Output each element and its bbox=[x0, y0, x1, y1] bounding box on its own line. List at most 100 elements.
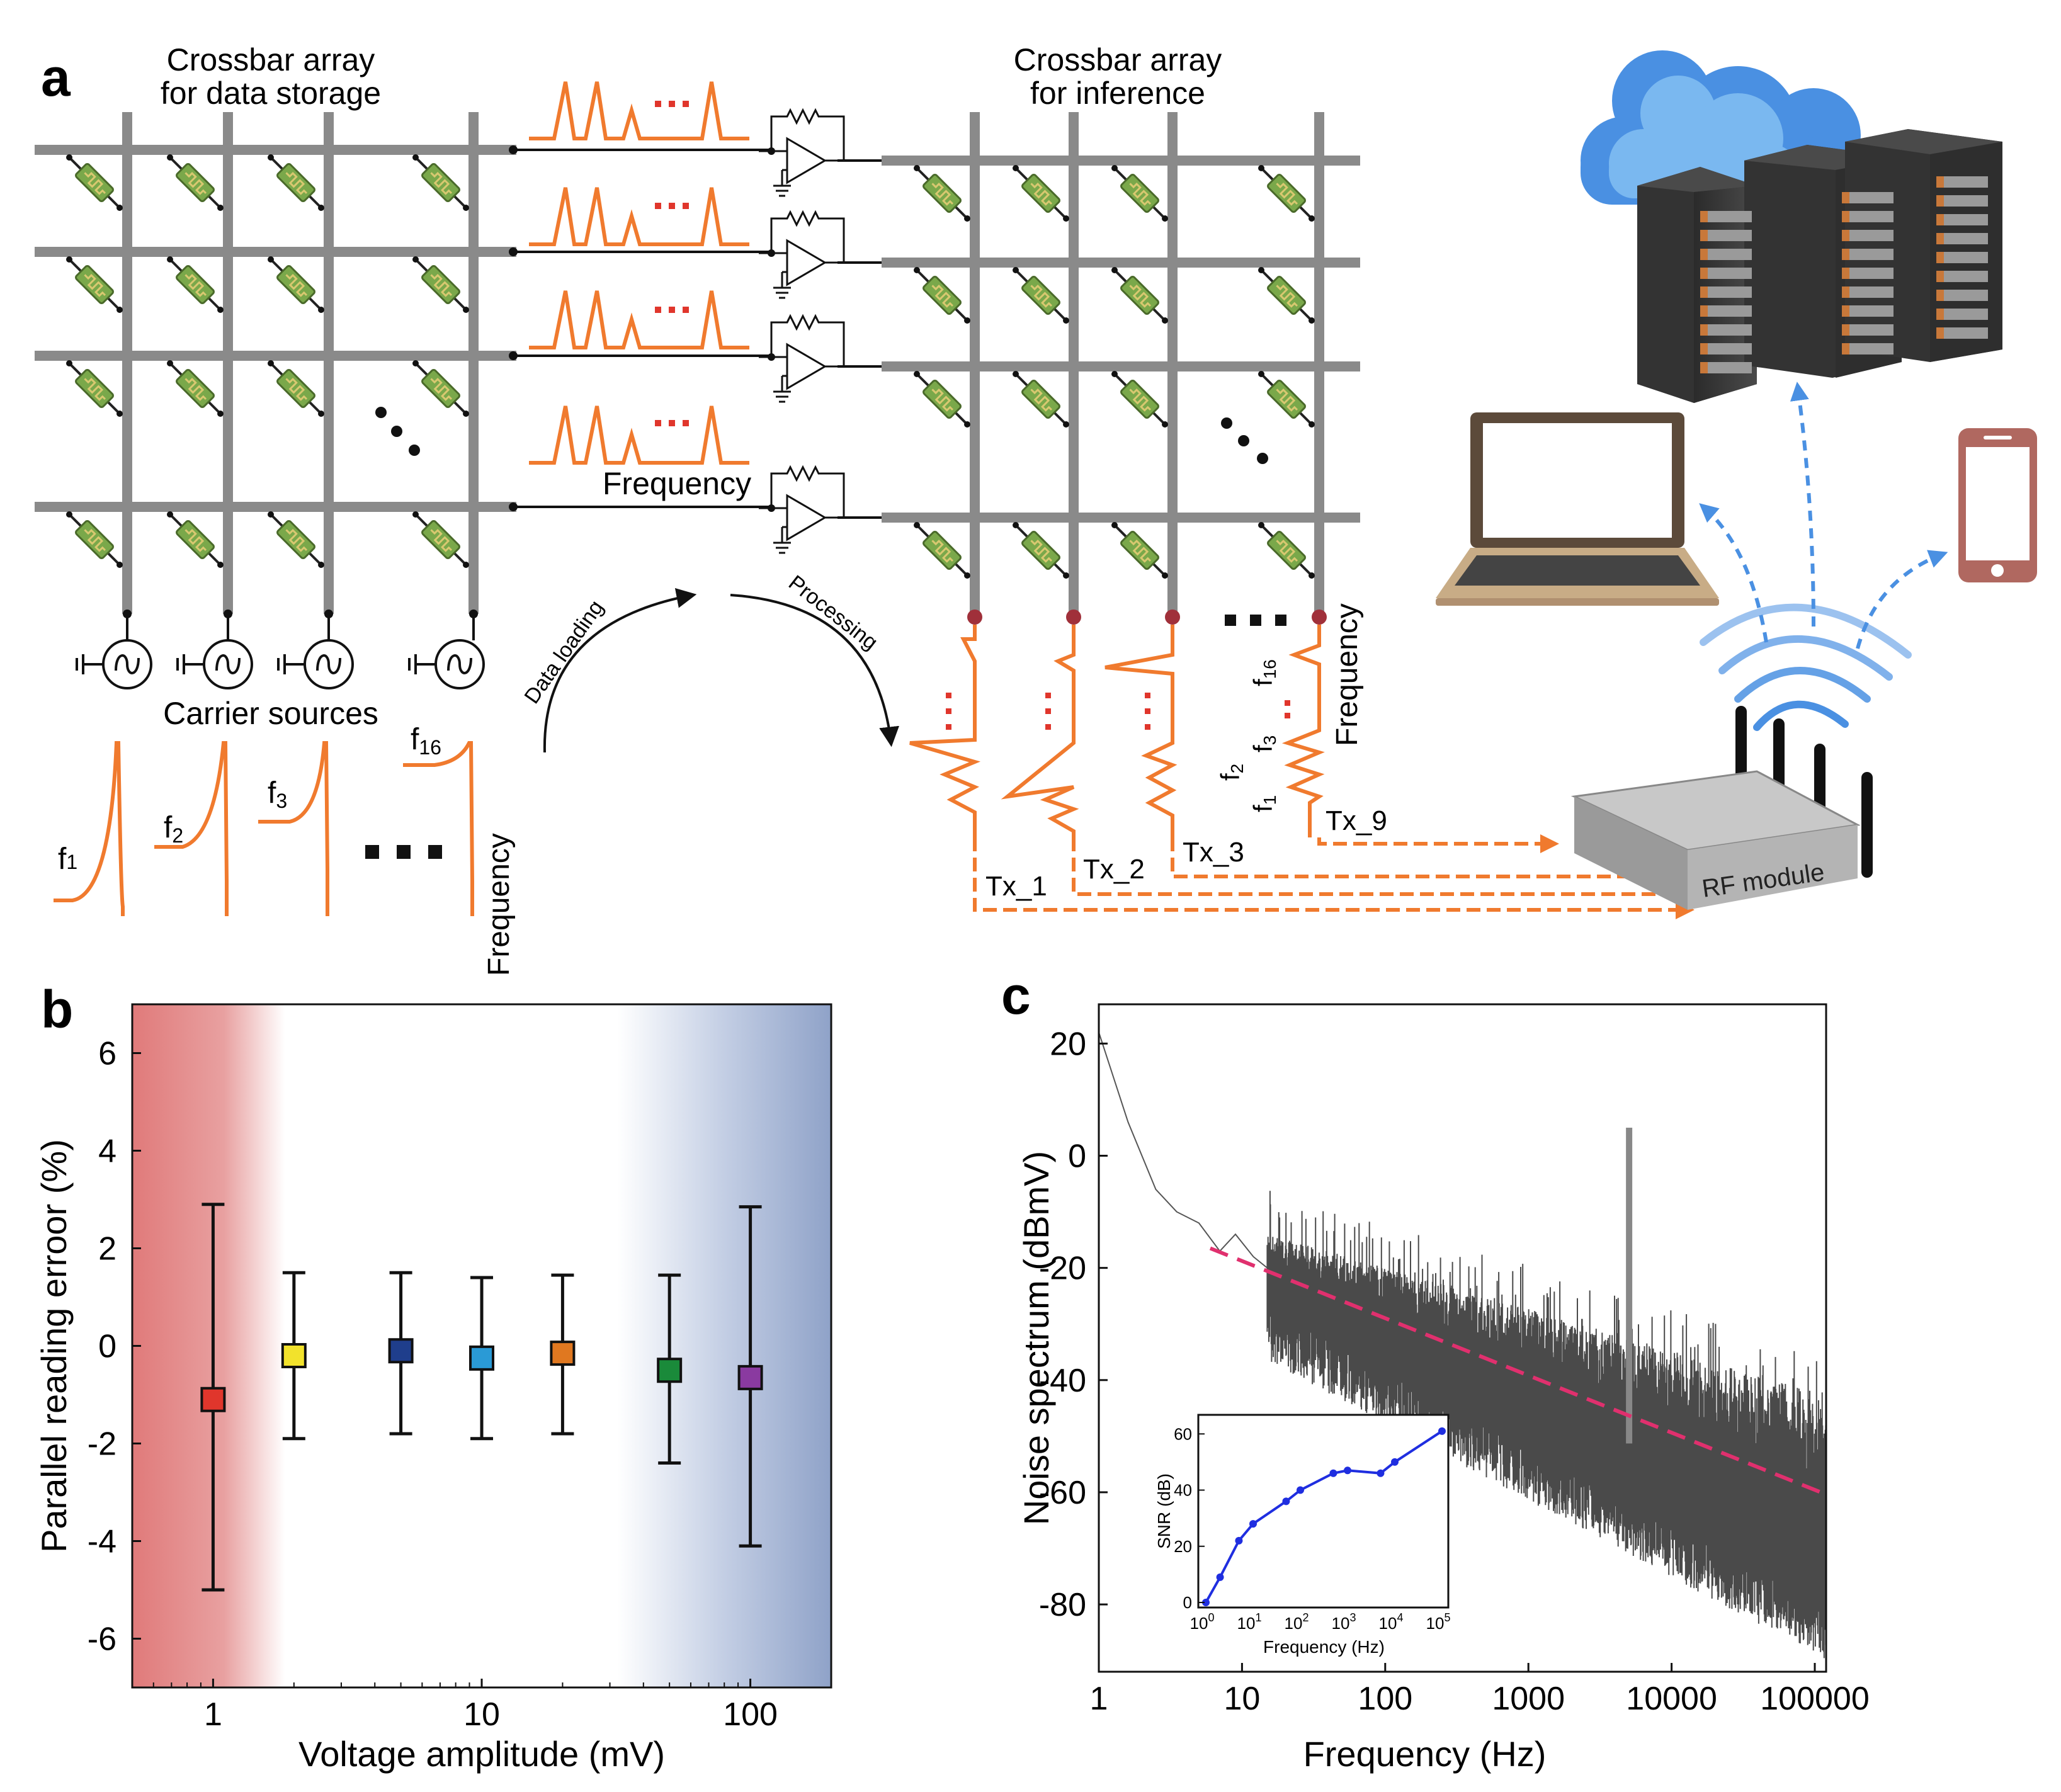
memristor-1-2 bbox=[266, 255, 326, 314]
memristor-inf-3-2 bbox=[1110, 521, 1169, 580]
inference-title-line2: for inference bbox=[1030, 76, 1205, 111]
rack-slot-2-6 bbox=[1936, 290, 1988, 301]
x-tick-label: 1 bbox=[1090, 1681, 1108, 1717]
panel-c: c 1 10 100 1000 10000 100000200-20-40-60-80Fr… bbox=[1001, 966, 1870, 1774]
x-tick-label: 10000 bbox=[1626, 1681, 1717, 1717]
snr-point bbox=[1202, 1599, 1210, 1606]
x-tick-label: 10 bbox=[463, 1696, 500, 1733]
inset-y-title: SNR (dB) bbox=[1154, 1473, 1174, 1549]
rack-slot-0-3 bbox=[1700, 268, 1752, 279]
rack-led-0-4 bbox=[1700, 286, 1708, 298]
tick-exp: 4 bbox=[1397, 1611, 1403, 1624]
snr-point bbox=[1297, 1486, 1304, 1494]
tick-base: 10 bbox=[1332, 1614, 1350, 1633]
rack-led-1-6 bbox=[1842, 305, 1849, 317]
memristor-3-0 bbox=[65, 510, 124, 569]
rack-led-2-4 bbox=[1936, 252, 1944, 263]
rack-led-1-2 bbox=[1842, 230, 1849, 241]
data-point bbox=[388, 1338, 414, 1364]
memristor-inf-2-0 bbox=[912, 370, 972, 429]
column-frequency-axis: Frequency bbox=[1331, 603, 1364, 746]
spec-f16-sub: 16 bbox=[1260, 659, 1280, 679]
x-tick-label: 100 bbox=[723, 1696, 778, 1733]
rack-slot-1-0 bbox=[1842, 192, 1894, 203]
spec-f2-name: f bbox=[1215, 773, 1245, 781]
row-frequency-label: Frequency bbox=[603, 466, 751, 501]
y-tick-label: 0 bbox=[1068, 1138, 1086, 1175]
y-tick-label: -4 bbox=[88, 1524, 116, 1560]
y-tick-label: -20 bbox=[1039, 1250, 1086, 1287]
x-axis-title: Voltage amplitude (mV) bbox=[298, 1734, 665, 1774]
inset-x-tick-label: 101 bbox=[1237, 1611, 1262, 1633]
spectrum-freq-labels: f1 f2 f3 f16 bbox=[1215, 659, 1280, 812]
rack-slot-1-6 bbox=[1842, 305, 1894, 317]
tick-exp: 2 bbox=[1302, 1611, 1309, 1624]
svg-text:f1: f1 bbox=[58, 842, 77, 876]
snr-point bbox=[1438, 1427, 1446, 1435]
tick-exp: 3 bbox=[1349, 1611, 1356, 1624]
memristor-inf-1-2 bbox=[1110, 266, 1169, 325]
rack-led-0-3 bbox=[1700, 268, 1708, 279]
inference-title-line1: Crossbar array bbox=[1014, 42, 1222, 77]
interference-peak bbox=[1626, 1127, 1633, 1444]
rack-slot-1-2 bbox=[1842, 230, 1894, 241]
rack-slot-2-0 bbox=[1936, 176, 1988, 188]
y-tick-label: -2 bbox=[88, 1426, 116, 1463]
x-tick-label: 1 bbox=[204, 1696, 222, 1733]
inset-x-tick-label: 100 bbox=[1190, 1611, 1215, 1633]
inset-frame bbox=[1197, 1414, 1450, 1609]
rack-led-2-1 bbox=[1936, 195, 1944, 207]
rack-led-2-7 bbox=[1936, 309, 1944, 320]
memristor-2-1 bbox=[166, 359, 225, 418]
rack-led-1-0 bbox=[1842, 192, 1849, 203]
noise-band bbox=[1266, 1191, 1827, 1659]
column-spectra bbox=[909, 625, 1325, 837]
carrier-sources-label: Carrier sources bbox=[163, 696, 378, 731]
rack-slot-0-5 bbox=[1700, 305, 1752, 317]
wireless-waves-icon bbox=[1700, 603, 1912, 731]
tick-exp: 0 bbox=[1208, 1611, 1214, 1624]
high-voltage-region bbox=[617, 1004, 831, 1687]
rack-slot-1-8 bbox=[1842, 343, 1894, 354]
memristor-3-3 bbox=[411, 510, 470, 569]
storage-title-line1: Crossbar array bbox=[167, 42, 375, 77]
snr-point bbox=[1344, 1466, 1351, 1475]
x-tick-label: 10 bbox=[1224, 1681, 1260, 1717]
memristor-2-0 bbox=[65, 359, 124, 418]
x-tick-label: 1000 bbox=[1492, 1681, 1565, 1717]
svg-text:f3: f3 bbox=[1248, 735, 1280, 752]
data-point bbox=[550, 1341, 576, 1366]
panel-b-label: b bbox=[41, 980, 73, 1039]
memristor-inf-0-0 bbox=[912, 164, 972, 223]
rack-slot-1-1 bbox=[1842, 211, 1894, 222]
rack-led-1-3 bbox=[1842, 249, 1849, 260]
data-point bbox=[200, 1387, 226, 1412]
svg-text:f16: f16 bbox=[411, 723, 441, 759]
inset-y-tick-label: 60 bbox=[1174, 1424, 1192, 1443]
panel-a: a Crossbar array for data storage bbox=[35, 42, 2037, 976]
data-point bbox=[281, 1343, 307, 1368]
memristor-1-1 bbox=[166, 255, 225, 314]
carrier-labels: f1 f2 f3 f16 bbox=[58, 723, 441, 876]
memristor-1-0 bbox=[65, 255, 124, 314]
snr-point bbox=[1391, 1458, 1399, 1466]
panel-a-label: a bbox=[41, 48, 71, 107]
rack-slot-0-0 bbox=[1700, 211, 1752, 222]
carrier-f1-name: f bbox=[58, 842, 67, 876]
rack-slot-2-8 bbox=[1936, 327, 1988, 339]
memristor-0-1 bbox=[166, 153, 225, 212]
rack-slot-2-3 bbox=[1936, 233, 1988, 244]
data-point bbox=[737, 1364, 763, 1390]
memristor-inf-1-1 bbox=[1011, 266, 1070, 325]
inset-y-tick-label: 20 bbox=[1174, 1537, 1192, 1556]
server-rack-slots bbox=[1700, 176, 1988, 373]
memristor-inf-0-1 bbox=[1011, 164, 1070, 223]
svg-text:f3: f3 bbox=[268, 776, 287, 812]
rack-slot-0-7 bbox=[1700, 343, 1752, 354]
memristor-inf-0-2 bbox=[1110, 164, 1169, 223]
chart-b: 1 10 100 6 4 2 0 -2 -4 -6 Voltage amplitude (mV) Pa… bbox=[34, 1003, 832, 1774]
y-tick-label: -6 bbox=[88, 1621, 116, 1658]
y-axis-title: Parallel reading erroor (%) bbox=[34, 1139, 74, 1553]
y-tick-label: 4 bbox=[98, 1133, 116, 1170]
